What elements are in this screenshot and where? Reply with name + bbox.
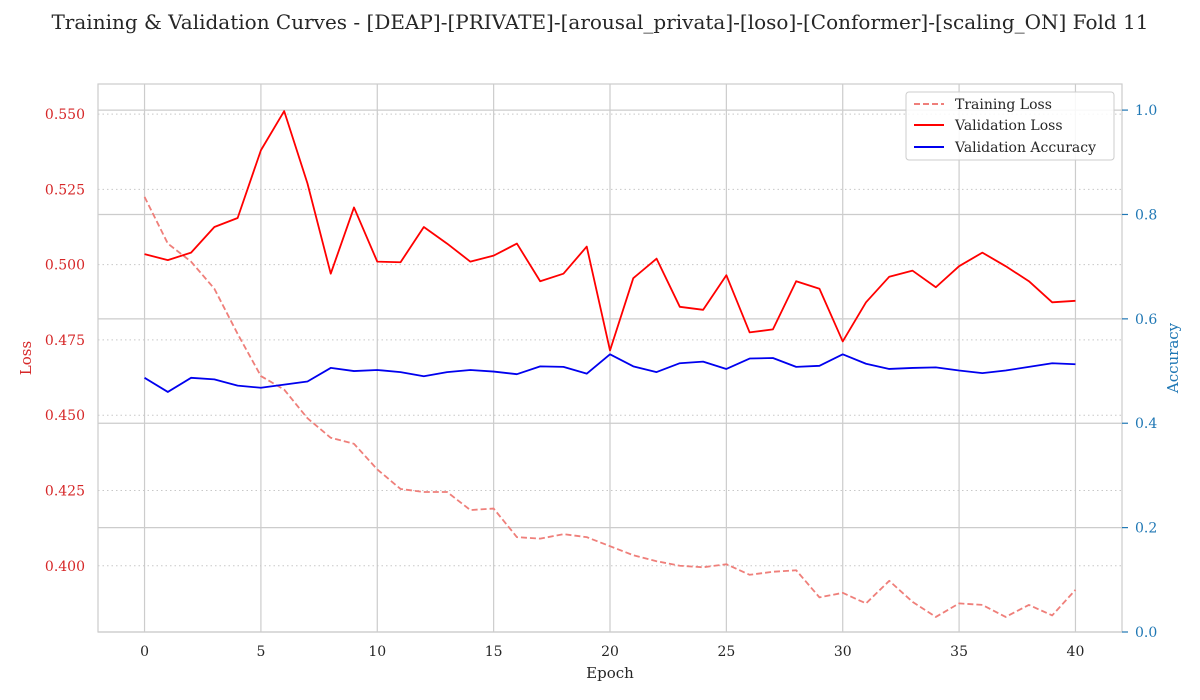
y-left-tick-label: 0.425	[45, 483, 85, 499]
plot-frame	[97, 83, 1123, 633]
y-axis-right-label: Accuracy	[1164, 322, 1182, 394]
legend: Training Loss Validation Loss Validation…	[905, 91, 1115, 161]
validation-accuracy-line	[144, 353, 1076, 393]
y-left-tick-label: 0.475	[45, 333, 85, 349]
y-right-tick-label: 0.4	[1135, 416, 1157, 432]
y-right-tick-label: 0.8	[1135, 207, 1157, 223]
x-axis-label: Epoch	[586, 664, 634, 682]
series-layer	[143, 110, 1077, 618]
axis-titles: Epoch Loss Accuracy	[17, 322, 1182, 682]
y-right-tick-label: 1.0	[1135, 103, 1157, 119]
grid-layer	[98, 84, 1122, 633]
y-left-tick-label: 0.450	[45, 408, 85, 424]
chart-title: Training & Validation Curves - [DEAP]-[P…	[51, 10, 1149, 34]
y-left-tick-label: 0.400	[45, 559, 85, 575]
validation-loss-line	[144, 110, 1076, 352]
x-tick-label: 10	[368, 644, 386, 660]
y-left-tick-label: 0.500	[45, 258, 85, 274]
y-axis-left-label: Loss	[17, 341, 35, 375]
x-tick-label: 35	[950, 644, 968, 660]
training-loss-line	[143, 196, 1077, 618]
legend-label-validation-loss: Validation Loss	[954, 118, 1063, 134]
x-tick-label: 40	[1067, 644, 1085, 660]
x-tick-label: 20	[601, 644, 619, 660]
legend-box	[905, 91, 1115, 161]
y-left-tick-label: 0.550	[45, 107, 85, 123]
ticks-layer: 0 5 10 15 20 25 30 35 40 0.400 0.425 0.450 0.475 0.50…	[45, 103, 1157, 660]
y-right-tick-label: 0.2	[1135, 521, 1157, 537]
y-right-tick-label: 0.6	[1135, 312, 1157, 328]
legend-label-training-loss: Training Loss	[955, 97, 1052, 113]
x-tick-label: 30	[834, 644, 852, 660]
x-tick-label: 25	[717, 644, 735, 660]
x-tick-label: 15	[485, 644, 503, 660]
legend-label-validation-accuracy: Validation Accuracy	[954, 140, 1096, 156]
x-tick-label: 5	[256, 644, 265, 660]
y-left-tick-label: 0.525	[45, 182, 85, 198]
y-right-tick-label: 0.0	[1135, 625, 1157, 641]
x-tick-label: 0	[140, 644, 149, 660]
